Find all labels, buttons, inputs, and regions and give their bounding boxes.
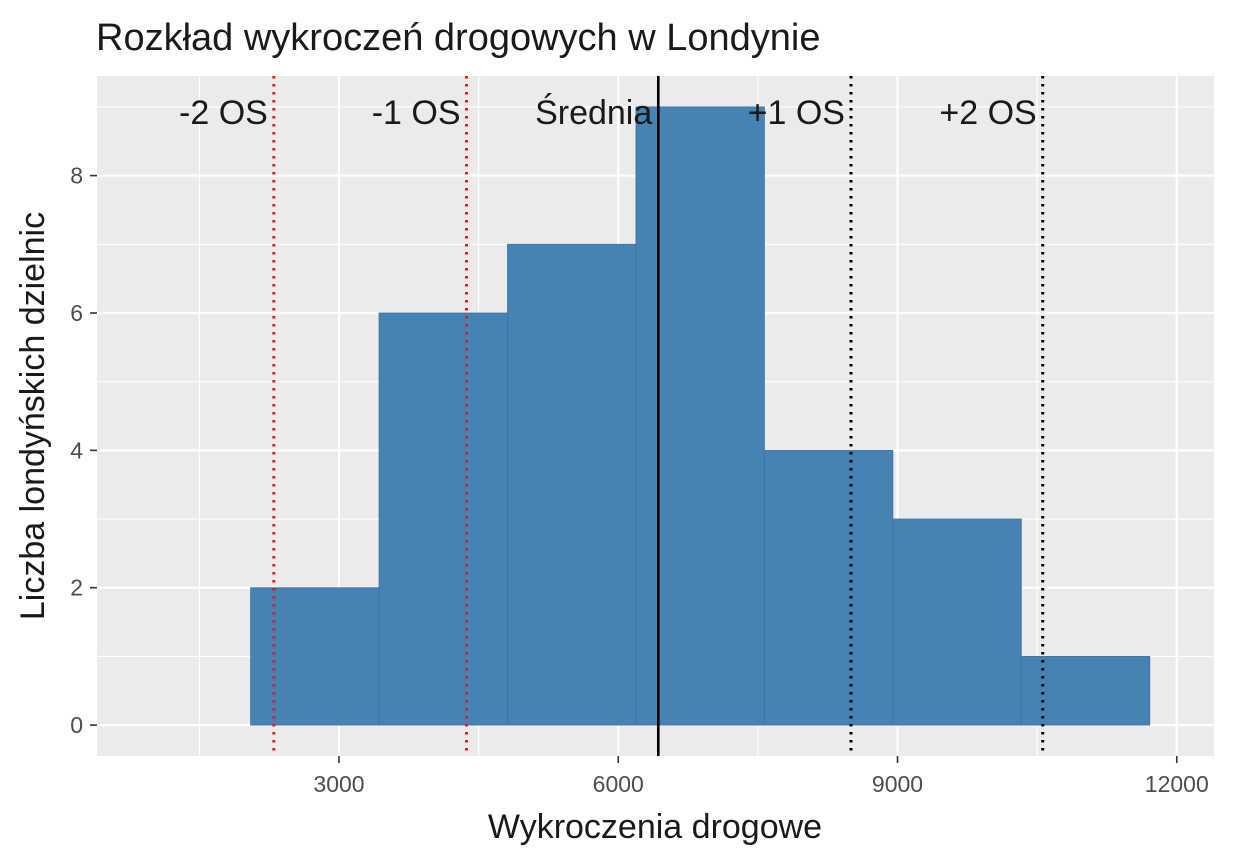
reference-label: -1 OS xyxy=(372,94,461,132)
x-axis: 3000 6000 9000 12000 xyxy=(313,756,1209,797)
y-axis-title: Liczba londyńskich dzielnic xyxy=(14,212,52,620)
x-tick-label: 12000 xyxy=(1145,771,1209,797)
histogram-bars xyxy=(250,106,1151,726)
chart-title: Rozkład wykroczeń drogowych w Londynie xyxy=(96,17,820,59)
reference-label: +1 OS xyxy=(748,94,845,132)
reference-lines xyxy=(272,76,1045,756)
y-axis: 0 2 4 6 8 xyxy=(70,163,97,738)
x-tick-label: 9000 xyxy=(872,771,923,797)
histogram-bar xyxy=(635,106,765,726)
histogram-bar xyxy=(1020,656,1151,726)
y-tick-label: 0 xyxy=(70,712,83,738)
histogram-bar xyxy=(507,243,637,726)
x-tick-label: 6000 xyxy=(593,771,644,797)
histogram-bar xyxy=(250,587,380,726)
reference-label: +2 OS xyxy=(939,94,1036,132)
x-tick-label: 3000 xyxy=(313,771,364,797)
x-axis-title: Wykroczenia drogowe xyxy=(488,808,822,846)
histogram-bar xyxy=(378,312,508,726)
y-tick-label: 6 xyxy=(70,300,83,326)
reference-label: Średnia xyxy=(535,93,652,132)
histogram-bar xyxy=(764,449,894,726)
histogram-bar xyxy=(892,518,1022,726)
y-tick-label: 8 xyxy=(70,163,83,189)
y-tick-label: 2 xyxy=(70,575,83,601)
y-tick-label: 4 xyxy=(70,437,83,463)
reference-labels: -2 OS -1 OS Średnia +1 OS +2 OS xyxy=(179,93,1037,132)
reference-label: -2 OS xyxy=(179,94,268,132)
